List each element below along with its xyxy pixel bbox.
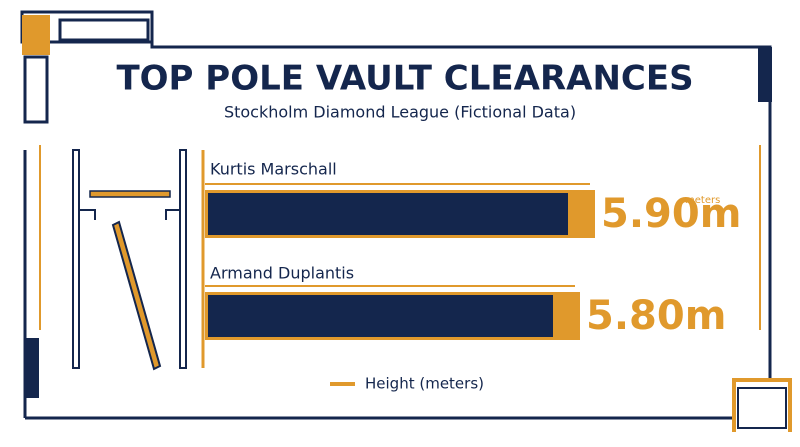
legend-label: Height (meters)	[365, 375, 484, 393]
category-label: Armand Duplantis	[210, 264, 354, 283]
category-label: Kurtis Marschall	[210, 160, 337, 179]
value-label: 5.80m	[586, 293, 726, 339]
bar-fill	[208, 193, 568, 235]
bar-fill	[208, 295, 553, 337]
decoration	[20, 10, 792, 432]
value-label: 5.90m	[601, 191, 741, 237]
chart-subtitle: Stockholm Diamond League (Fictional Data…	[224, 103, 576, 122]
annotation: meters	[685, 195, 720, 206]
chart-title: TOP POLE VAULT CLEARANCES	[116, 59, 693, 99]
